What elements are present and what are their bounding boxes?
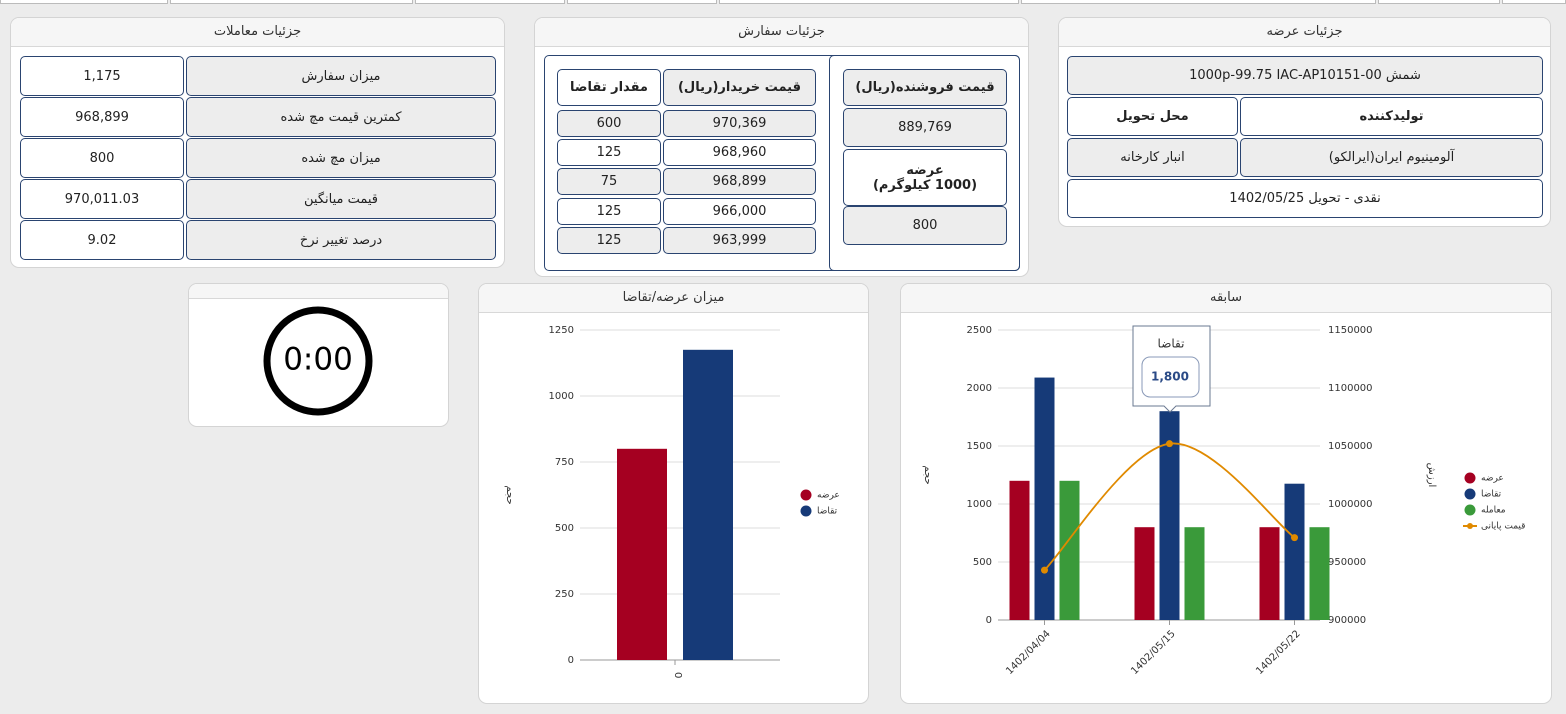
- panel-title: جزئیات معاملات: [11, 18, 504, 47]
- seller-supply: 800: [843, 206, 1007, 245]
- column-header: تولیدکننده: [1240, 97, 1543, 136]
- buyer-price: 970,369: [663, 110, 816, 137]
- panel-header: [189, 284, 448, 299]
- row-value: 9.02: [20, 220, 184, 260]
- buyer-price: 968,960: [663, 139, 816, 167]
- tab[interactable]: [567, 0, 717, 4]
- row-value: 970,011.03: [20, 179, 184, 219]
- chart-panel: میزان عرضه/تقاضا: [478, 283, 869, 704]
- tab[interactable]: [0, 0, 168, 4]
- panel-title: سابقه: [901, 284, 1551, 313]
- tab[interactable]: [1378, 0, 1500, 4]
- column-header: قیمت خریدار(ریال): [663, 69, 816, 106]
- row-label: کمترین قیمت مچ شده: [186, 97, 496, 137]
- buyer-quantity: 75: [557, 168, 661, 196]
- row-label: قیمت میانگین: [186, 179, 496, 219]
- product: شمش 1000p-99.75 IAC-AP10151-00: [1067, 56, 1543, 95]
- tab[interactable]: [170, 0, 413, 4]
- column-header: محل تحویل: [1067, 97, 1238, 136]
- row-value: 800: [20, 138, 184, 178]
- cell-value: آلومینیوم ایران(ایرالکو): [1240, 138, 1543, 177]
- tab[interactable]: [719, 0, 1019, 4]
- row-label: میزان سفارش: [186, 56, 496, 96]
- buyer-quantity: 125: [557, 197, 661, 225]
- tab[interactable]: [1502, 0, 1566, 4]
- chart-panel: سابقه: [900, 283, 1552, 704]
- panel-title: جزئیات عرضه: [1059, 18, 1550, 47]
- header-line: (1000 کیلوگرم): [872, 177, 978, 193]
- buyer-price: 963,999: [663, 226, 816, 254]
- cell-value: انبار کارخانه: [1067, 138, 1238, 177]
- seller-frame: [829, 55, 1020, 271]
- terms: نقدی - تحویل 1402/05/25: [1067, 179, 1543, 218]
- buyer-quantity: 600: [557, 110, 661, 137]
- seller-price: 889,769: [843, 108, 1007, 147]
- tab[interactable]: [1021, 0, 1376, 4]
- panel-title: جزئیات سفارش: [535, 18, 1028, 47]
- column-header: قیمت فروشنده(ریال): [843, 69, 1007, 106]
- buyer-price: 968,899: [663, 168, 816, 196]
- column-header: مقدار تقاضا: [557, 69, 661, 106]
- supply-panel: جزئیات عرضه شمش 1000p-99.75 IAC-AP10151-…: [1058, 17, 1551, 227]
- panel-title: میزان عرضه/تقاضا: [479, 284, 868, 313]
- header-line: عرضه: [906, 162, 944, 178]
- timer-panel: [188, 283, 449, 427]
- buyer-quantity: 125: [557, 226, 661, 254]
- row-label: درصد تغییر نرخ: [186, 220, 496, 260]
- order-panel: جزئیات سفارش قیمت فروشنده(ریال) 889,769 عر…: [534, 17, 1029, 277]
- row-value: 1,175: [20, 56, 184, 96]
- column-header: عرضه (1000 کیلوگرم): [843, 149, 1007, 206]
- trade-panel: جزئیات معاملات میزان سفارش 1,175 کمترین قی…: [10, 17, 505, 268]
- tab[interactable]: [415, 0, 565, 4]
- buyer-quantity: 125: [557, 139, 661, 167]
- row-label: میزان مچ شده: [186, 138, 496, 178]
- buyer-price: 966,000: [663, 197, 816, 225]
- row-value: 968,899: [20, 97, 184, 137]
